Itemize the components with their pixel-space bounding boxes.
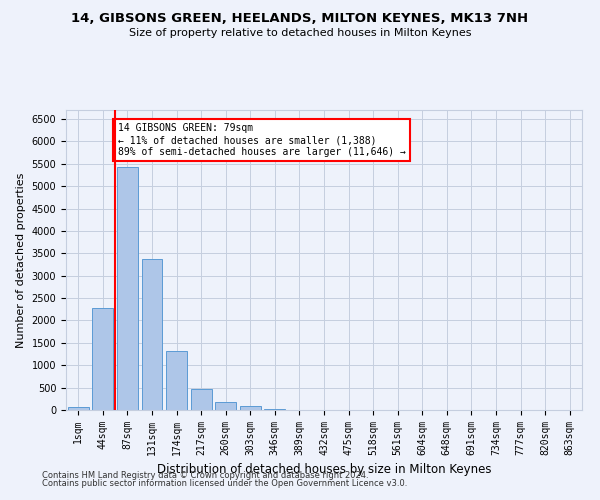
Text: Contains public sector information licensed under the Open Government Licence v3: Contains public sector information licen… (42, 478, 407, 488)
Text: Size of property relative to detached houses in Milton Keynes: Size of property relative to detached ho… (129, 28, 471, 38)
Bar (240, 406, 261, 410)
Bar (142, 258, 163, 410)
Text: 14, GIBSONS GREEN, HEELANDS, MILTON KEYNES, MK13 7NH: 14, GIBSONS GREEN, HEELANDS, MILTON KEYN… (71, 12, 529, 26)
Bar (117, 168, 138, 410)
Bar (191, 388, 212, 410)
Y-axis label: Number of detached properties: Number of detached properties (16, 172, 26, 348)
X-axis label: Distribution of detached houses by size in Milton Keynes: Distribution of detached houses by size … (157, 464, 491, 476)
Text: Contains HM Land Registry data © Crown copyright and database right 2024.: Contains HM Land Registry data © Crown c… (42, 471, 368, 480)
Bar (68, 406, 89, 410)
Bar (215, 402, 236, 410)
Bar (92, 308, 113, 410)
Bar (166, 352, 187, 410)
Bar (265, 408, 286, 410)
Text: 14 GIBSONS GREEN: 79sqm
← 11% of detached houses are smaller (1,388)
89% of semi: 14 GIBSONS GREEN: 79sqm ← 11% of detache… (118, 124, 406, 156)
